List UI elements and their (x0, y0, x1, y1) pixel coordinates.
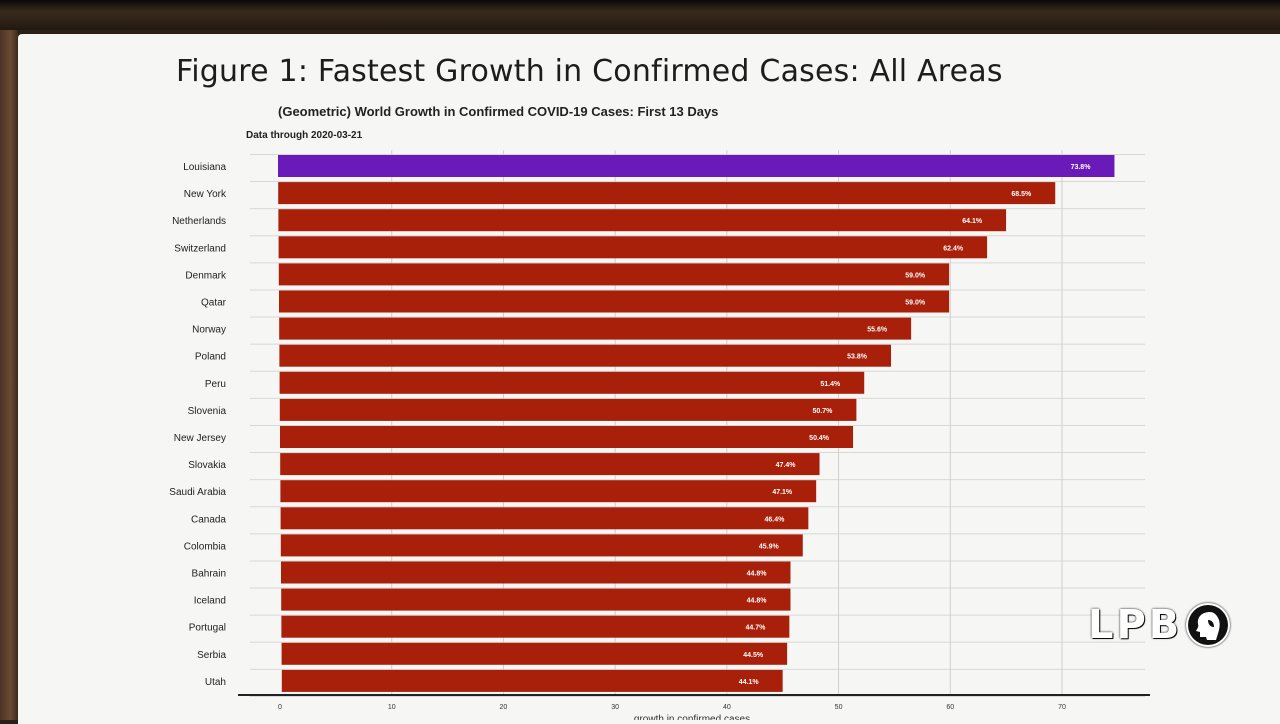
x-tick-label: 30 (611, 704, 619, 711)
bar (280, 480, 817, 503)
logo-text: LPB (1088, 602, 1183, 648)
value-label: 50.4% (809, 435, 830, 442)
category-label: Saudi Arabia (169, 487, 226, 498)
category-label: New York (184, 189, 227, 200)
value-label: 55.6% (867, 327, 888, 334)
value-label: 44.1% (739, 679, 760, 686)
chart-title: (Geometric) World Growth in Confirmed CO… (278, 104, 719, 119)
category-label: Denmark (185, 270, 227, 281)
value-label: 59.0% (905, 272, 926, 279)
bar (278, 236, 988, 259)
value-label: 51.4% (820, 381, 841, 388)
category-label: New Jersey (174, 433, 226, 444)
value-label: 44.8% (747, 598, 768, 605)
bar (280, 534, 803, 557)
bar (278, 263, 950, 286)
value-label: 73.8% (1071, 164, 1092, 171)
x-tick-label: 70 (1058, 704, 1066, 711)
category-label: Iceland (194, 596, 226, 607)
category-label: Peru (205, 379, 226, 390)
bar (281, 561, 791, 584)
bar (279, 317, 912, 340)
x-tick-label: 60 (946, 704, 954, 711)
bar (279, 344, 892, 367)
slide-title: Figure 1: Fastest Growth in Confirmed Ca… (176, 54, 1003, 89)
bar (279, 290, 950, 313)
x-tick-label: 50 (835, 704, 843, 711)
category-label: Netherlands (172, 216, 226, 227)
bar (280, 453, 820, 476)
bar (279, 371, 865, 394)
screen-frame (0, 30, 18, 720)
value-label: 46.4% (764, 516, 785, 523)
category-label: Slovakia (188, 460, 226, 471)
value-label: 50.7% (813, 408, 834, 415)
x-axis-title: growth in confirmed cases (634, 714, 750, 720)
pbs-head-icon (1186, 603, 1231, 647)
value-label: 47.4% (776, 462, 797, 469)
x-tick-label: 20 (500, 704, 508, 711)
value-label: 45.9% (759, 543, 780, 550)
category-label: Bahrain (192, 569, 226, 580)
category-label: Slovenia (188, 406, 227, 417)
value-label: 44.5% (743, 652, 764, 659)
value-label: 64.1% (962, 218, 983, 225)
category-label: Norway (192, 325, 226, 336)
category-label: Poland (195, 352, 226, 363)
room-background (0, 0, 1280, 30)
value-label: 44.8% (747, 571, 768, 578)
category-label: Colombia (184, 541, 227, 552)
category-label: Qatar (201, 298, 227, 309)
x-tick-label: 40 (723, 704, 731, 711)
bar (281, 588, 791, 611)
bar (280, 507, 809, 530)
category-label: Canada (191, 514, 226, 525)
category-label: Utah (205, 677, 226, 688)
value-label: 53.8% (847, 354, 868, 361)
x-tick-label: 0 (278, 704, 282, 711)
lpb-logo: LPB (1088, 602, 1231, 648)
value-label: 62.4% (943, 245, 964, 252)
bar (279, 398, 857, 421)
bar (281, 615, 790, 638)
value-label: 68.5% (1011, 191, 1032, 198)
bar (278, 182, 1056, 205)
bar (278, 155, 1115, 177)
value-label: 44.7% (746, 625, 767, 632)
category-label: Portugal (189, 623, 226, 634)
bar (278, 209, 1007, 232)
category-label: Louisiana (183, 162, 226, 173)
chart-subtitle: Data through 2020-03-21 (246, 130, 363, 141)
bar (281, 642, 788, 665)
category-label: Serbia (197, 650, 226, 661)
bar (281, 669, 783, 692)
x-tick-label: 10 (388, 704, 396, 711)
value-label: 47.1% (772, 489, 793, 496)
value-label: 59.0% (905, 300, 926, 307)
category-label: Switzerland (174, 243, 226, 254)
bar (280, 426, 854, 448)
